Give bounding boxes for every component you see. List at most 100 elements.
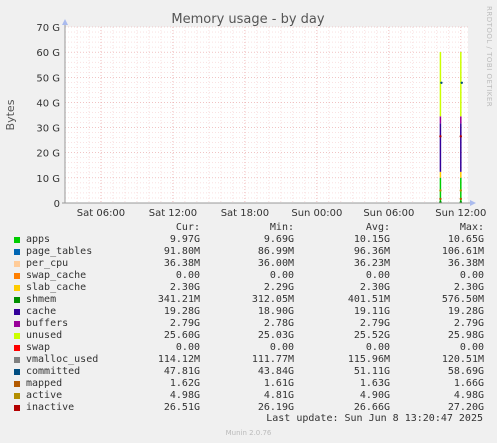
legend-cur: 0.00 (175, 342, 200, 353)
legend: Cur: Min: Avg: Max: apps 9.97G 9.69G 10.15G… (12, 222, 492, 414)
legend-avg: 25.52G (353, 330, 390, 341)
series-active (439, 189, 442, 192)
legend-min: 312.05M (251, 294, 294, 305)
x-tick-labels: Sat 06:00 Sat 12:00 Sat 18:00 Sun 00:00 Sun … (77, 208, 487, 219)
header-min: Min: (269, 222, 294, 233)
legend-max: 19.28G (447, 306, 484, 317)
legend-max: 576.50M (441, 294, 484, 305)
legend-max: 58.69G (447, 366, 484, 377)
legend-avg: 0.00 (365, 270, 390, 281)
legend-swatch (14, 297, 20, 303)
legend-min: 0.00 (269, 342, 294, 353)
legend-swatch (14, 273, 20, 279)
legend-swatch (14, 369, 20, 375)
legend-min: 0.00 (269, 270, 294, 281)
y-axis-arrow (62, 19, 68, 25)
y-tick-label: 30 G (36, 124, 60, 135)
legend-cur: 25.60G (163, 330, 200, 341)
legend-swatch (14, 285, 20, 291)
y-tick-labels: 0 10 G 20 G 30 G 40 G 50 G 60 G 70 G (36, 23, 60, 210)
legend-swatch (14, 381, 20, 387)
data-series (439, 51, 464, 204)
series-mapped (459, 197, 463, 201)
legend-header: Cur: Min: Avg: Max: (12, 222, 492, 234)
rrdtool-label: RRDTOOL / TOBI OETIKER (485, 6, 493, 107)
legend-avg: 2.30G (359, 282, 390, 293)
legend-swatch (14, 405, 20, 411)
legend-name: page_tables (26, 246, 93, 257)
legend-max: 120.51M (441, 354, 484, 365)
legend-max: 4.98G (453, 390, 484, 401)
legend-cur: 1.62G (169, 378, 200, 389)
legend-max: 106.61M (441, 246, 484, 257)
legend-avg: 96.36M (353, 246, 390, 257)
legend-rows: apps 9.97G 9.69G 10.15G 10.65G page_tables 91.… (12, 234, 492, 414)
legend-row-buffers: buffers 2.79G 2.78G 2.79G 2.79G (12, 318, 492, 330)
legend-min: 25.03G (257, 330, 294, 341)
legend-avg: 1.63G (359, 378, 390, 389)
legend-row-active: active 4.98G 4.81G 4.90G 4.98G (12, 390, 492, 402)
chart-title: Memory usage - by day (171, 12, 324, 27)
legend-row-mapped: mapped 1.62G 1.61G 1.63G 1.66G (12, 378, 492, 390)
legend-cur: 4.98G (169, 390, 200, 401)
legend-min: 2.78G (263, 318, 294, 329)
grid-lines (64, 26, 468, 203)
legend-name: per_cpu (26, 258, 69, 269)
y-tick-label: 20 G (36, 149, 60, 160)
legend-avg: 0.00 (365, 342, 390, 353)
axes (62, 19, 476, 206)
legend-avg: 10.15G (353, 234, 390, 245)
y-tick-label: 60 G (36, 48, 60, 59)
legend-name: swap_cache (26, 270, 87, 281)
legend-max: 27.20G (447, 402, 484, 413)
legend-row-swap: swap 0.00 0.00 0.00 0.00 (12, 342, 492, 354)
legend-name: shmem (26, 294, 57, 305)
legend-cur: 2.30G (169, 282, 200, 293)
series-inactive (459, 135, 463, 138)
legend-cur: 36.38M (163, 258, 200, 269)
legend-name: mapped (26, 378, 63, 389)
legend-cur: 26.51G (163, 402, 200, 413)
legend-swatch (14, 237, 20, 243)
legend-swatch (14, 333, 20, 339)
y-tick-label: 0 (54, 199, 60, 210)
legend-avg: 2.79G (359, 318, 390, 329)
legend-avg: 51.11G (353, 366, 390, 377)
legend-swatch (14, 249, 20, 255)
legend-swatch (14, 357, 20, 363)
series-active (459, 189, 463, 192)
legend-name: active (26, 390, 63, 401)
legend-avg: 19.11G (353, 306, 390, 317)
legend-cur: 114.12M (157, 354, 200, 365)
header-avg: Avg: (365, 222, 390, 233)
legend-swatch (14, 393, 20, 399)
legend-name: swap (26, 342, 51, 353)
legend-avg: 115.96M (347, 354, 390, 365)
legend-max: 10.65G (447, 234, 484, 245)
legend-min: 86.99M (257, 246, 294, 257)
legend-row-apps: apps 9.97G 9.69G 10.15G 10.65G (12, 234, 492, 246)
legend-cur: 19.28G (163, 306, 200, 317)
legend-name: unused (26, 330, 63, 341)
legend-swatch (14, 321, 20, 327)
legend-row-inactive: inactive 26.51G 26.19G 26.66G 27.20G (12, 402, 492, 414)
legend-avg: 36.23M (353, 258, 390, 269)
legend-max: 2.30G (453, 282, 484, 293)
legend-name: apps (26, 234, 51, 245)
legend-max: 0.00 (459, 270, 484, 281)
legend-min: 36.00M (257, 258, 294, 269)
legend-max: 36.38M (447, 258, 484, 269)
x-tick-label: Sat 18:00 (221, 208, 269, 219)
legend-avg: 4.90G (359, 390, 390, 401)
legend-swatch (14, 261, 20, 267)
legend-min: 18.90G (257, 306, 294, 317)
header-max: Max: (459, 222, 484, 233)
x-tick-label: Sat 12:00 (149, 208, 197, 219)
last-update: Last update: Sun Jun 8 13:20:47 2025 (266, 413, 483, 424)
legend-row-shmem: shmem 341.21M 312.05M 401.51M 576.50M (12, 294, 492, 306)
legend-cur: 0.00 (175, 270, 200, 281)
legend-name: committed (26, 366, 81, 377)
legend-row-slab-cache: slab_cache 2.30G 2.29G 2.30G 2.30G (12, 282, 492, 294)
y-tick-label: 50 G (36, 73, 60, 84)
